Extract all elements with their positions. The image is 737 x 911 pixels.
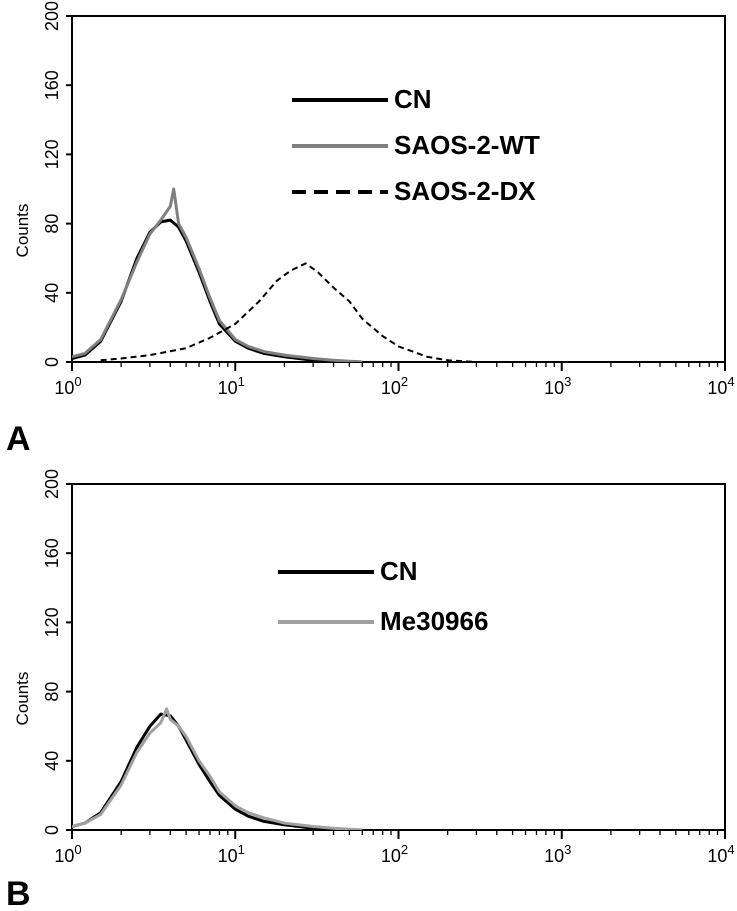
y-tick-label: 160 (42, 538, 62, 568)
series-line-saos-2-dx (100, 262, 477, 362)
x-tick-exponent: 4 (727, 374, 734, 389)
x-tick-exponent: 0 (74, 842, 81, 857)
x-tick-base: 10 (707, 378, 727, 398)
x-tick-base: 10 (544, 846, 564, 866)
x-tick-exponent: 1 (238, 374, 245, 389)
x-tick-label: 102 (381, 374, 408, 398)
panel-label: A (6, 420, 31, 458)
x-tick-base: 10 (544, 378, 564, 398)
x-tick-label: 101 (218, 374, 245, 398)
x-tick-base: 10 (218, 846, 238, 866)
y-tick-label: 80 (42, 682, 62, 702)
x-tick-exponent: 2 (401, 374, 408, 389)
series-line-saos-2-wt (72, 187, 363, 362)
series-line-me30966 (72, 707, 363, 830)
x-tick-base: 10 (381, 378, 401, 398)
y-tick-label: 40 (42, 283, 62, 303)
x-tick-exponent: 3 (564, 842, 571, 857)
x-tick-base: 10 (54, 378, 74, 398)
y-tick-label: 80 (42, 214, 62, 234)
y-tick-label: 200 (42, 1, 62, 31)
y-tick-label: 160 (42, 70, 62, 100)
legend-label: SAOS-2-WT (394, 130, 540, 160)
x-tick-exponent: 2 (401, 842, 408, 857)
x-tick-exponent: 4 (727, 842, 734, 857)
x-tick-label: 103 (544, 374, 571, 398)
y-axis-label: Counts (13, 204, 32, 258)
x-tick-label: 104 (707, 374, 734, 398)
legend-label: CN (380, 556, 418, 586)
series-line-cn (72, 218, 363, 362)
x-tick-label: 102 (381, 842, 408, 866)
x-tick-base: 10 (707, 846, 727, 866)
legend-label: SAOS-2-DX (394, 176, 536, 206)
x-tick-label: 101 (218, 842, 245, 866)
y-tick-label: 120 (42, 139, 62, 169)
x-tick-exponent: 3 (564, 374, 571, 389)
y-tick-label: 0 (42, 825, 62, 835)
x-tick-exponent: 1 (238, 842, 245, 857)
plot-frame (71, 483, 726, 831)
x-tick-label: 100 (54, 842, 81, 866)
y-tick-label: 120 (42, 607, 62, 637)
y-tick-label: 0 (42, 357, 62, 367)
x-tick-label: 103 (544, 842, 571, 866)
x-tick-base: 10 (54, 846, 74, 866)
legend-label: Me30966 (380, 606, 488, 636)
series-line-cn (72, 712, 363, 830)
y-tick-label: 200 (42, 469, 62, 499)
y-tick-label: 40 (42, 751, 62, 771)
x-tick-base: 10 (381, 846, 401, 866)
x-tick-label: 104 (707, 842, 734, 866)
x-tick-label: 100 (54, 374, 81, 398)
y-axis-label: Counts (13, 672, 32, 726)
legend-label: CN (394, 84, 432, 114)
x-tick-base: 10 (218, 378, 238, 398)
panel-label: B (6, 875, 31, 911)
x-tick-exponent: 0 (74, 374, 81, 389)
